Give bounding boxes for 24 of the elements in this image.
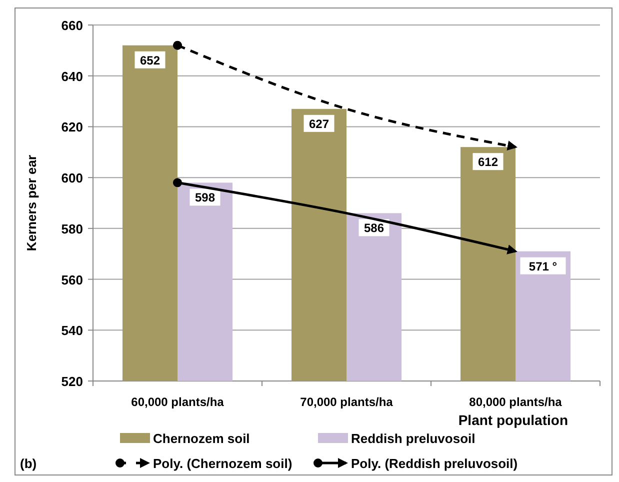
legend-label: Poly. (Reddish preluvosoil) <box>351 456 518 471</box>
text: (b) <box>20 456 37 471</box>
y-tick-label: 600 <box>61 170 83 186</box>
data-label: 627 <box>308 116 330 131</box>
x-tick-label: 60,000 plants/ha <box>131 395 224 409</box>
x-tick-label: 80,000 plants/ha <box>469 395 562 409</box>
data-label: 652 <box>140 53 160 68</box>
data-label: 612 <box>478 155 498 170</box>
y-tick-label: 640 <box>61 68 83 84</box>
y-tick-label: 580 <box>61 221 83 236</box>
y-tick-label: 660 <box>61 18 83 33</box>
data-label: 598 <box>194 190 216 205</box>
legend-label: Reddish preluvosoil <box>351 431 476 446</box>
y-axis-title: Kerners per ear <box>24 154 39 252</box>
x-tick-label: 70,000 plants/ha <box>300 395 394 409</box>
y-tick-label: 540 <box>61 323 83 338</box>
legend-label: Poly. (Chernozem soil) <box>153 456 292 471</box>
legend-label: Chernozem soil <box>153 431 250 446</box>
x-axis-title: Plant population <box>458 412 568 428</box>
data-label: 571 ° <box>528 259 558 274</box>
data-label: 586 <box>364 221 384 236</box>
y-tick-label: 620 <box>61 120 83 135</box>
y-tick-label: 520 <box>61 374 83 389</box>
y-tick-label: 560 <box>61 272 83 288</box>
